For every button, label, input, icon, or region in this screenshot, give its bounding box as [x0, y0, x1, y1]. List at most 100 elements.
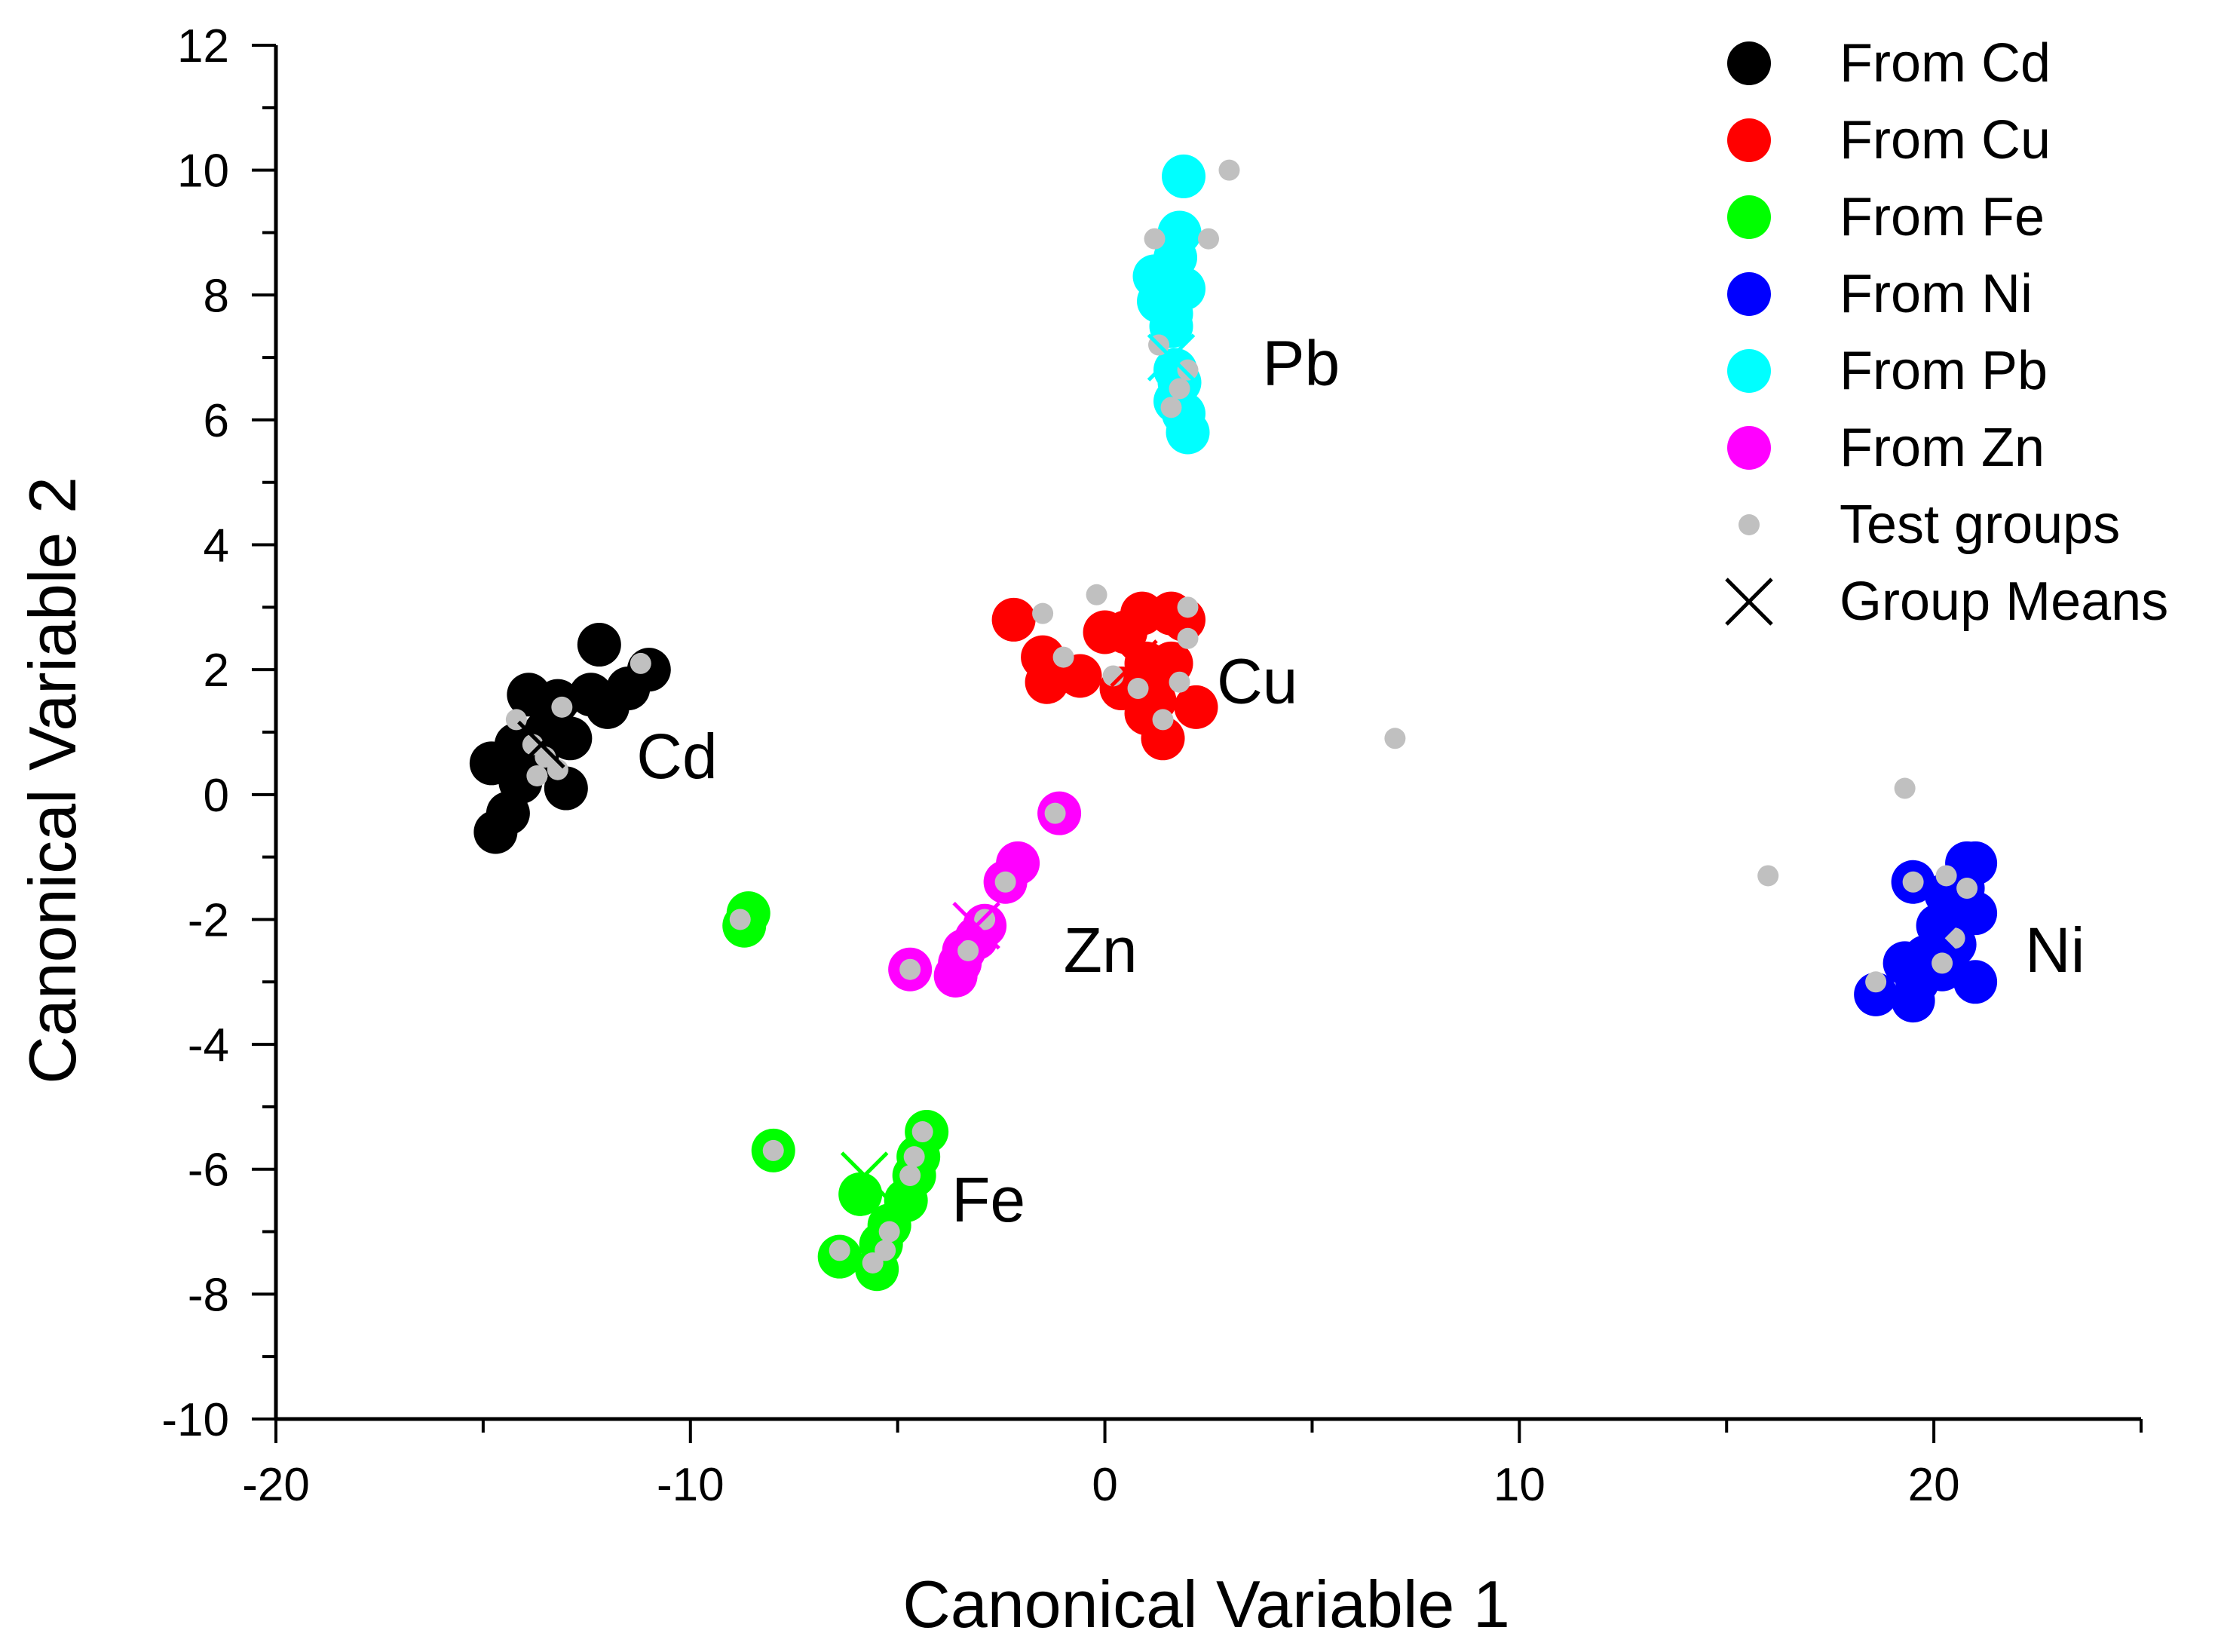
data-series — [469, 154, 1998, 1292]
group-mean-marker — [840, 1151, 889, 1200]
test-group-point — [1757, 865, 1779, 887]
test-group-point — [911, 1121, 933, 1143]
test-group-point — [1169, 378, 1190, 400]
test-group-point — [829, 1240, 850, 1261]
data-point-from-cu — [1141, 716, 1185, 761]
test-group-point — [1044, 802, 1066, 824]
data-point-from-zn — [933, 953, 978, 998]
data-point-from-cu — [991, 597, 1036, 642]
legend-marker — [1727, 41, 1771, 85]
legend-item: Group Means — [1725, 572, 2168, 632]
legend-item: From Zn — [1727, 418, 2045, 478]
test-group-point — [762, 1139, 784, 1161]
test-group-point — [551, 696, 573, 718]
group-mean-marker — [517, 720, 565, 769]
group-mean-stroke — [840, 1151, 889, 1200]
cluster-label-cd: Cd — [636, 721, 717, 792]
legend-marker — [1727, 272, 1771, 316]
test-group-point — [899, 1165, 921, 1187]
test-group-point — [957, 939, 979, 961]
test-group-point — [1956, 878, 1978, 900]
test-group-point — [526, 765, 548, 786]
x-tick-label: -10 — [657, 1459, 725, 1511]
legend-marker — [1725, 578, 1773, 626]
y-axis-title: Canonical Variable 2 — [15, 477, 90, 1084]
test-group-point — [1177, 359, 1199, 381]
y-tick-label: -4 — [188, 1019, 229, 1071]
test-group-point — [1218, 159, 1240, 181]
test-group-point — [862, 1252, 884, 1273]
y-tick-label: 2 — [204, 645, 229, 697]
test-group-point — [899, 958, 921, 980]
data-point-from-pb — [1162, 154, 1206, 198]
test-group-point — [1177, 627, 1199, 649]
legend-label: From Pb — [1840, 341, 2048, 401]
test-group-point — [1384, 728, 1406, 749]
cluster-label-pb: Pb — [1262, 327, 1340, 398]
group-mean-marker — [1110, 639, 1158, 688]
data-point-from-cd — [507, 673, 551, 717]
y-tick-label: -2 — [188, 894, 229, 946]
test-group-point — [1177, 596, 1199, 618]
legend-item: From Pb — [1727, 341, 2048, 401]
legend-label: Group Means — [1840, 572, 2168, 632]
cluster-label-ni: Ni — [2025, 915, 2085, 985]
data-point-from-cd — [568, 673, 613, 717]
test-group-point — [1902, 871, 1924, 893]
legend-item: From Cu — [1727, 110, 2051, 170]
legend-label: From Ni — [1840, 264, 2033, 324]
test-group-point — [1894, 777, 1916, 799]
legend-marker — [1727, 426, 1771, 470]
legend-item: From Cd — [1727, 33, 2051, 93]
data-point-from-ni — [1854, 972, 1898, 1016]
test-group-point — [1865, 971, 1887, 993]
group-mean-marker — [1147, 333, 1196, 382]
test-group-point — [1160, 397, 1182, 418]
y-tick-label: 0 — [204, 770, 229, 822]
x-tick-label: 20 — [1908, 1459, 1960, 1511]
cluster-label-fe: Fe — [951, 1164, 1025, 1235]
x-tick-label: -20 — [242, 1459, 310, 1511]
legend-label: From Zn — [1840, 418, 2045, 478]
test-group-point — [1032, 602, 1054, 624]
test-group-point — [1169, 671, 1190, 693]
y-tick-label: 12 — [177, 20, 229, 72]
data-point-from-cu — [1174, 685, 1218, 729]
test-group-point — [994, 871, 1016, 893]
data-point-from-cd — [473, 810, 518, 854]
legend-label: Test groups — [1840, 495, 2120, 555]
data-point-from-cd — [577, 623, 621, 667]
test-group-point — [1198, 228, 1219, 250]
test-group-point — [1144, 228, 1166, 250]
legend-marker — [1739, 514, 1760, 535]
test-group-point — [630, 652, 651, 674]
legend-marker — [1727, 349, 1771, 393]
group-means — [517, 333, 1966, 1200]
y-tick-label: 6 — [204, 395, 229, 447]
x-tick-label: 10 — [1493, 1459, 1546, 1511]
data-point-from-cu — [1025, 660, 1069, 704]
legend-marker — [1727, 195, 1771, 239]
test-group-point — [729, 909, 751, 930]
group-mean-stroke — [952, 901, 1000, 950]
group-mean-marker — [952, 901, 1000, 950]
test-group-point — [1086, 584, 1107, 605]
group-mean-stroke — [517, 720, 565, 769]
y-tick-label: -8 — [188, 1269, 229, 1321]
legend-label: From Cu — [1840, 110, 2051, 170]
test-group-point — [1052, 646, 1074, 668]
group-mean-stroke — [1918, 914, 1966, 963]
test-group-point — [878, 1221, 900, 1243]
cluster-label-cu: Cu — [1217, 646, 1297, 717]
x-tick-label: 0 — [1092, 1459, 1117, 1511]
test-group-point — [1932, 952, 1953, 974]
group-mean-stroke — [1147, 333, 1196, 382]
series-test-groups — [505, 159, 1978, 1273]
legend-item: Test groups — [1739, 495, 2120, 555]
y-tick-label: -6 — [188, 1145, 229, 1197]
x-axis-title: Canonical Variable 1 — [902, 1567, 1510, 1641]
legend-label: From Fe — [1840, 187, 2045, 247]
data-point-from-ni — [1953, 891, 1998, 936]
